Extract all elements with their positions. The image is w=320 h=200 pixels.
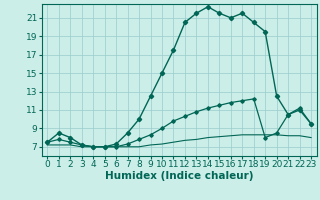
X-axis label: Humidex (Indice chaleur): Humidex (Indice chaleur) <box>105 171 253 181</box>
